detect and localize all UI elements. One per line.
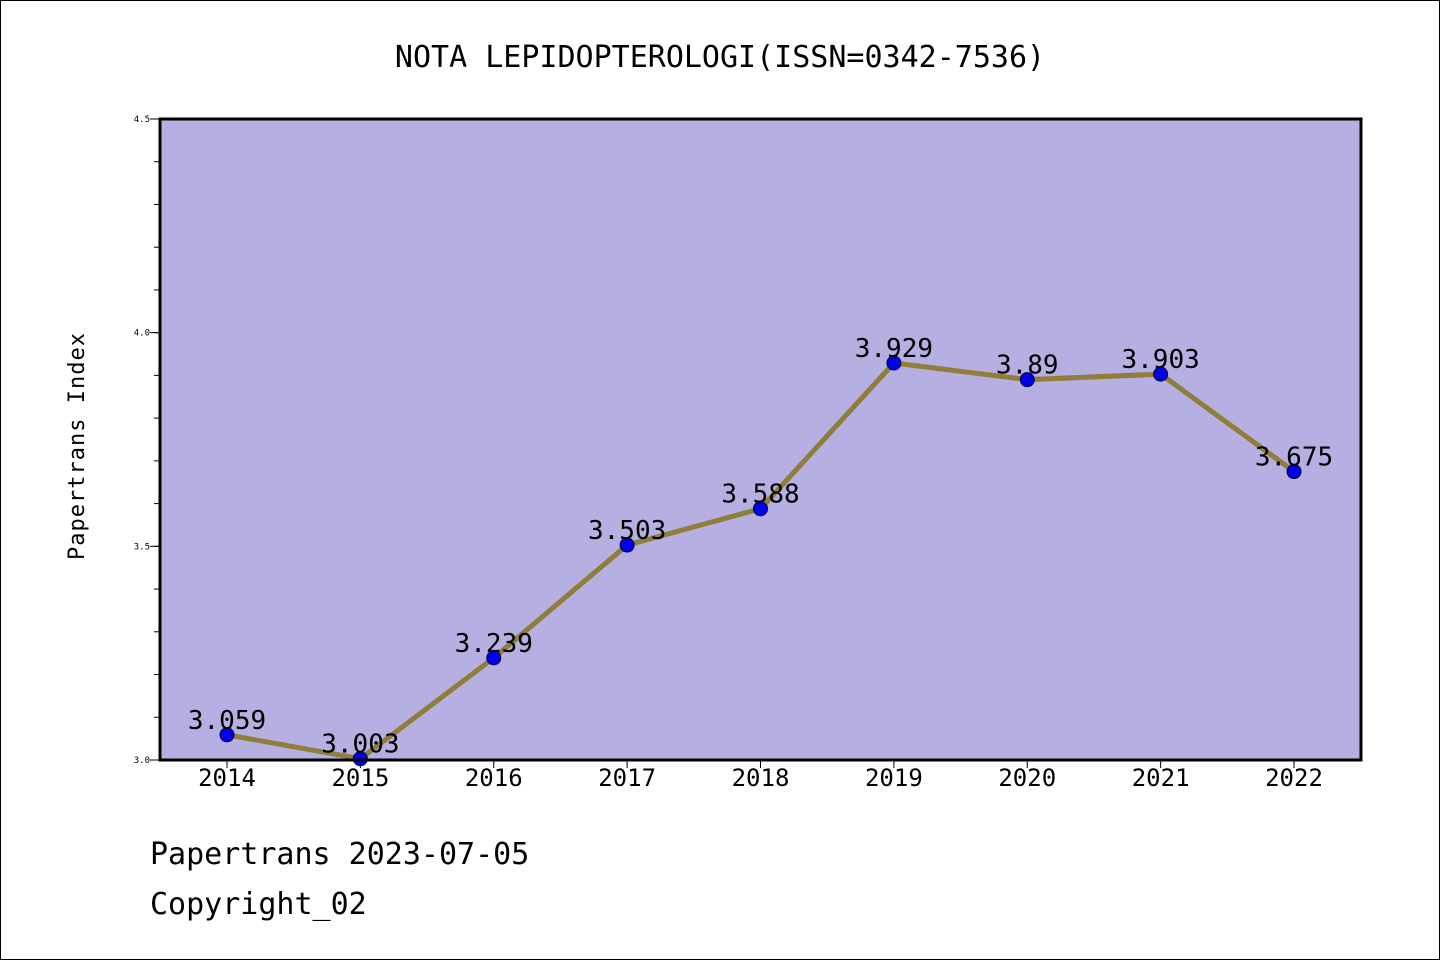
- x-tick-label: 2022: [1265, 764, 1323, 792]
- x-tick-label: 2020: [998, 764, 1056, 792]
- data-label: 3.239: [455, 629, 533, 659]
- data-label: 3.903: [1121, 345, 1199, 375]
- footer-copyright: Copyright_02: [150, 887, 367, 922]
- data-point: [619, 537, 635, 553]
- data-label: 3.675: [1255, 443, 1333, 473]
- data-point: [886, 355, 902, 371]
- y-tick-label: 3.5: [134, 542, 150, 552]
- data-label: 3.89: [996, 351, 1059, 381]
- data-point: [1153, 366, 1169, 382]
- data-label: 3.929: [855, 334, 933, 364]
- data-point: [753, 501, 768, 517]
- x-tick-label: 2018: [732, 764, 790, 792]
- x-tick-label: 2015: [331, 764, 389, 792]
- x-tick-label: 2019: [865, 764, 923, 792]
- data-point: [1286, 464, 1302, 480]
- x-tick-label: 2021: [1132, 764, 1190, 792]
- data-point: [1019, 372, 1035, 388]
- data-point: [486, 650, 502, 666]
- plot-border: [158, 117, 1363, 762]
- data-label: 3.503: [588, 516, 666, 546]
- plot-area: [160, 119, 1361, 760]
- data-points: [219, 355, 1302, 767]
- data-point: [219, 727, 235, 743]
- y-tick-label: 3.0: [134, 756, 150, 766]
- data-labels: 3.059 3.003 3.239 3.503 3.588 3.929 3.89 3.903 3…: [188, 334, 1333, 760]
- x-axis: 2014 2015 2016 2017 2018 2019 2020 2021 2022: [198, 760, 1323, 792]
- y-axis-label: Papertrans Index: [65, 332, 90, 560]
- x-tick-label: 2017: [598, 764, 656, 792]
- data-label: 3.588: [721, 480, 799, 510]
- y-axis: 3.0 3.5 4.0 4.5: [134, 115, 160, 766]
- data-label: 3.003: [321, 730, 399, 760]
- chart-title: NOTA LEPIDOPTEROLOGI(ISSN=0342-7536): [395, 40, 1045, 75]
- x-tick-label: 2014: [198, 764, 256, 792]
- y-tick-label: 4.0: [134, 329, 150, 339]
- x-tick-label: 2016: [465, 764, 523, 792]
- y-tick-label: 4.5: [134, 115, 150, 125]
- data-label: 3.059: [188, 706, 266, 736]
- footer-date: Papertrans 2023-07-05: [150, 837, 529, 872]
